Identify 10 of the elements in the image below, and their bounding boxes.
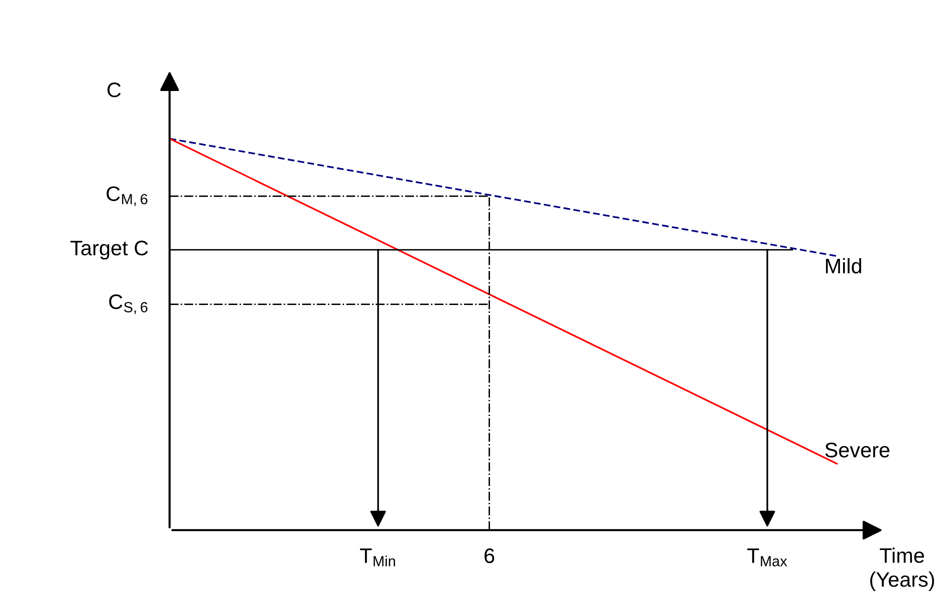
ref-line-label: Target C bbox=[70, 240, 148, 260]
x-axis-title: Time (Years) bbox=[870, 548, 934, 591]
x-tick-label: 6 bbox=[484, 548, 494, 564]
ref-line-label: C$_{M,6}$ bbox=[106, 186, 148, 206]
series-label: Severe bbox=[825, 442, 890, 458]
ref-line-label: C$_{S,6}$ bbox=[109, 294, 148, 314]
x-tick-label: T$_{Min}$ bbox=[360, 548, 396, 566]
x-tick-label: T$_{Max}$ bbox=[747, 548, 788, 566]
y-axis-title: C bbox=[108, 82, 121, 98]
series-label: Mild bbox=[826, 258, 862, 274]
